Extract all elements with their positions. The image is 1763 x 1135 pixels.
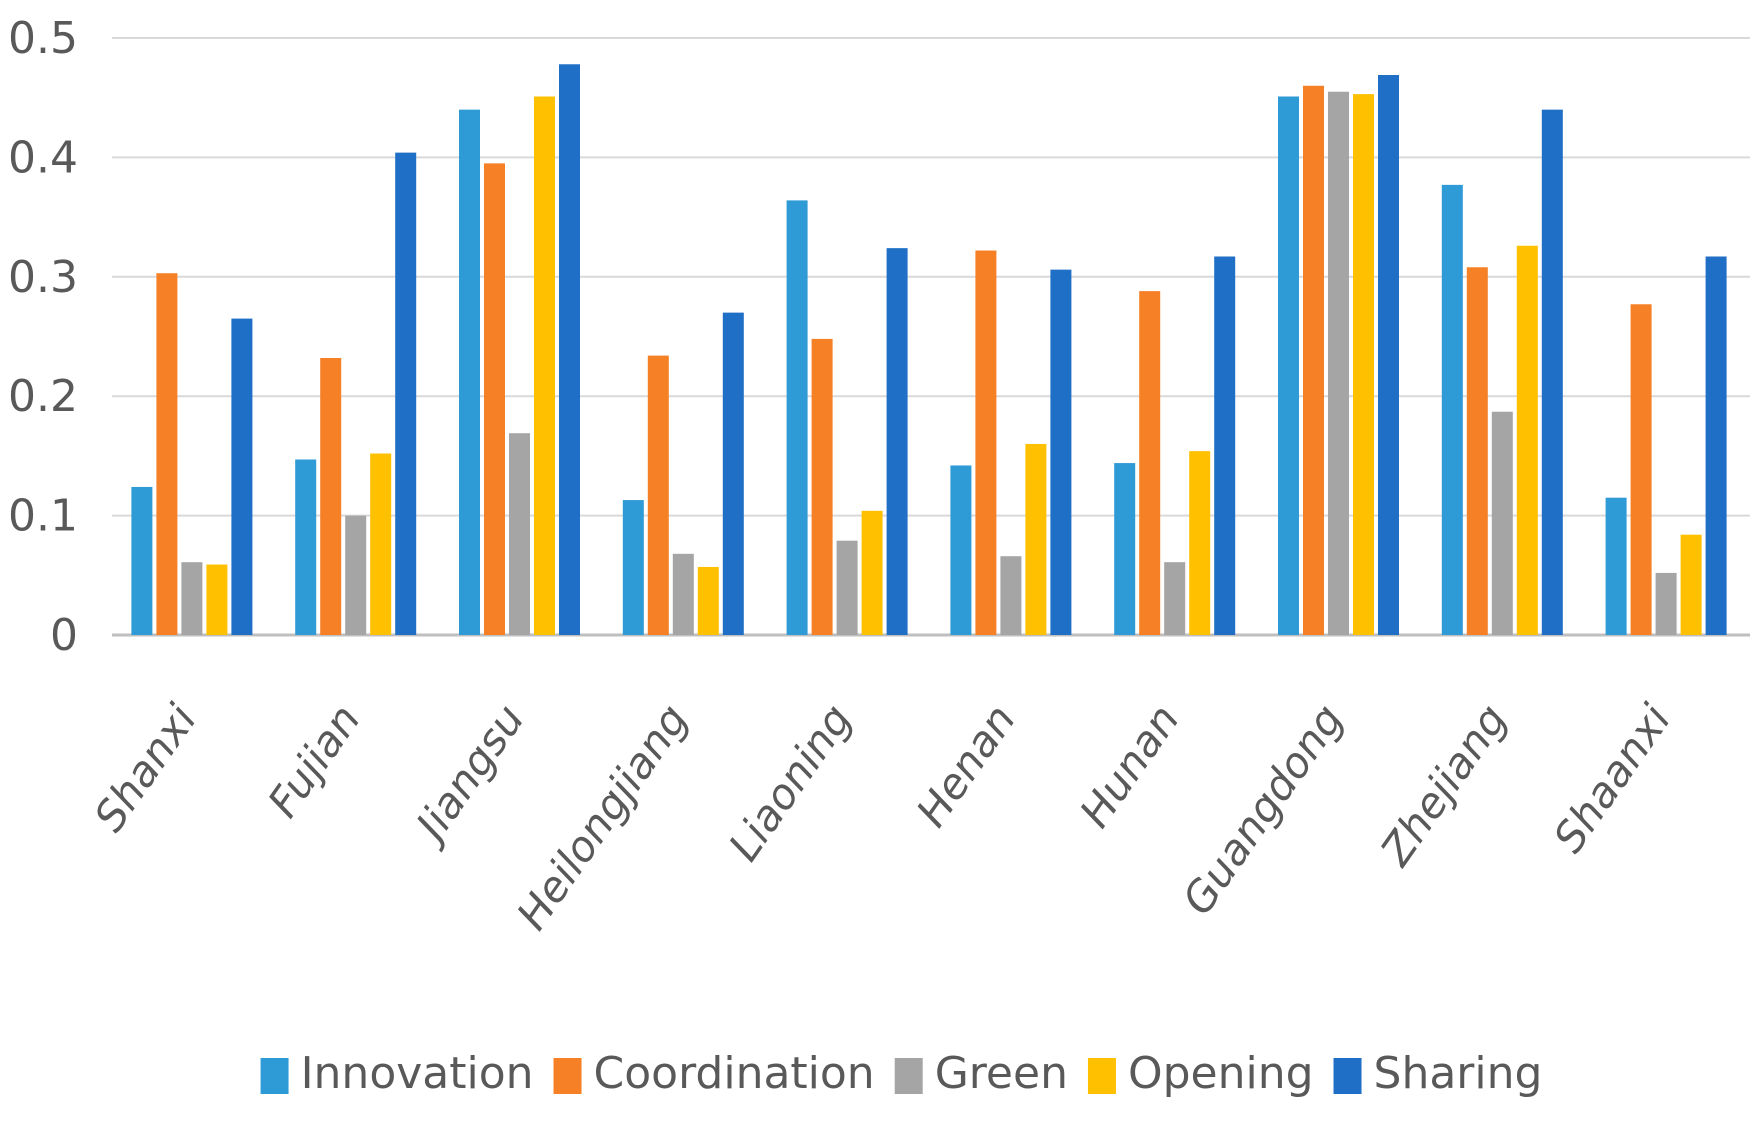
bar-green-henan: Green — Henan: 0.066 [1000,556,1022,635]
legend-swatch [1333,1058,1362,1094]
bar-green-fujian: Green — Fujian: 0.1 [345,515,367,635]
bar-coordination-guangdong: Coordination — Guangdong: 0.46 [1303,85,1324,635]
bar-innovation-shaanxi: Innovation — Shaanxi: 0.115 [1605,497,1627,635]
y-tick-label: 0.1 [8,491,78,542]
legend-swatch [260,1058,289,1094]
bar-green-shaanxi: Green — Shaanxi: 0.052 [1655,572,1677,635]
x-tick-label: Heilongjiang [507,696,697,939]
legend-item-opening[interactable]: Opening [1087,1048,1314,1099]
legend-item-innovation[interactable]: Innovation [260,1048,534,1099]
bar-opening-guangdong: Opening — Guangdong: 0.453 [1353,94,1374,636]
bars: Innovation — Shanxi: 0.124Coordination —… [131,64,1727,636]
y-tick-label: 0 [50,610,78,661]
bar-sharing-hunan: Sharing — Hunan: 0.317 [1214,256,1236,635]
x-tick-label: Jiangsu [403,696,534,854]
bar-opening-zhejiang: Opening — Zhejiang: 0.326 [1516,245,1538,636]
bar-innovation-shanxi: Innovation — Shanxi: 0.124 [131,486,153,635]
bar-innovation-henan: Innovation — Henan: 0.142 [950,465,972,635]
bar-coordination-fujian: Coordination — Fujian: 0.232 [320,357,342,635]
bar-innovation-hunan: Innovation — Hunan: 0.144 [1114,463,1136,635]
x-tick-label: Henan [907,696,1025,836]
bar-opening-henan: Opening — Henan: 0.16 [1025,443,1047,635]
bar-sharing-shanxi: Sharing — Shanxi: 0.265 [231,318,253,635]
bar-coordination-shaanxi: Coordination — Shaanxi: 0.277 [1630,304,1652,635]
x-tick-label: Zhejiang [1370,696,1516,875]
legend-swatch [1087,1058,1116,1094]
legend-item-sharing[interactable]: Sharing [1333,1048,1543,1099]
bar-sharing-heilongjiang: Sharing — Heilongjiang: 0.27 [722,312,744,635]
y-tick-label: 0.2 [8,371,78,422]
bar-green-heilongjiang: Green — Heilongjiang: 0.068 [672,553,694,635]
bar-coordination-jiangsu: Coordination — Jiangsu: 0.395 [484,163,505,635]
x-tick-label: Liaoning [719,696,861,870]
bar-opening-heilongjiang: Opening — Heilongjiang: 0.057 [697,566,719,635]
legend-label: Green [935,1048,1068,1099]
bar-green-hunan: Green — Hunan: 0.061 [1164,562,1186,635]
bar-sharing-jiangsu: Sharing — Jiangsu: 0.478 [559,64,580,635]
x-tick-label: Guangdong [1173,696,1353,924]
legend-item-coordination[interactable]: Coordination [553,1048,875,1099]
bar-opening-shanxi: Opening — Shanxi: 0.059 [206,564,228,635]
y-tick-label: 0.5 [8,13,78,64]
bar-opening-liaoning: Opening — Liaoning: 0.104 [861,510,883,635]
legend-label: Opening [1128,1048,1314,1099]
bar-sharing-shaanxi: Sharing — Shaanxi: 0.317 [1705,256,1727,635]
bar-innovation-heilongjiang: Innovation — Heilongjiang: 0.113 [622,500,644,635]
bar-innovation-fujian: Innovation — Fujian: 0.147 [295,459,317,635]
bar-opening-shaanxi: Opening — Shaanxi: 0.084 [1680,534,1702,635]
x-tick-label: Shaanxi [1544,695,1681,861]
y-tick-label: 0.4 [8,132,78,183]
legend-label: Coordination [594,1048,875,1099]
y-axis-ticks: 0 0.1 0.2 0.3 0.4 0.5 [8,13,78,661]
bar-green-guangdong: Green — Guangdong: 0.455 [1328,91,1349,636]
bar-green-zhejiang: Green — Zhejiang: 0.187 [1491,411,1513,635]
bar-sharing-zhejiang: Sharing — Zhejiang: 0.44 [1541,109,1563,635]
bar-sharing-liaoning: Sharing — Liaoning: 0.324 [886,248,908,636]
bar-coordination-liaoning: Coordination — Liaoning: 0.248 [811,338,833,635]
legend-item-green[interactable]: Green [894,1048,1068,1099]
bar-green-shanxi: Green — Shanxi: 0.061 [181,562,203,635]
bar-green-liaoning: Green — Liaoning: 0.079 [836,540,858,635]
bar-sharing-guangdong: Sharing — Guangdong: 0.469 [1378,75,1399,636]
legend-label: Innovation [301,1048,534,1099]
bar-coordination-zhejiang: Coordination — Zhejiang: 0.308 [1466,267,1488,635]
bar-coordination-shanxi: Coordination — Shanxi: 0.303 [156,273,178,635]
bar-coordination-heilongjiang: Coordination — Heilongjiang: 0.234 [647,355,669,635]
bar-green-jiangsu: Green — Jiangsu: 0.169 [509,433,530,635]
y-tick-label: 0.3 [8,252,78,303]
legend-swatch [894,1058,923,1094]
bar-innovation-jiangsu: Innovation — Jiangsu: 0.44 [459,109,480,635]
legend-swatch [553,1058,582,1094]
bar-sharing-fujian: Sharing — Fujian: 0.404 [395,152,417,635]
legend-label: Sharing [1374,1048,1543,1099]
bar-coordination-hunan: Coordination — Hunan: 0.288 [1139,291,1161,635]
bar-innovation-liaoning: Innovation — Liaoning: 0.364 [786,200,808,635]
x-tick-label: Hunan [1070,696,1189,836]
legend[interactable]: Innovation Coordination Green Opening Sharin… [260,1048,1543,1099]
bar-opening-hunan: Opening — Hunan: 0.154 [1189,451,1211,635]
bar-innovation-guangdong: Innovation — Guangdong: 0.451 [1278,96,1299,636]
bar-opening-jiangsu: Opening — Jiangsu: 0.451 [534,96,555,636]
x-tick-label: Fujian [258,696,370,826]
bar-innovation-zhejiang: Innovation — Zhejiang: 0.377 [1441,184,1463,635]
bar-opening-fujian: Opening — Fujian: 0.152 [370,453,392,635]
bar-sharing-henan: Sharing — Henan: 0.306 [1050,269,1072,635]
x-tick-label: Shanxi [84,695,206,840]
bar-coordination-henan: Coordination — Henan: 0.322 [975,250,997,636]
